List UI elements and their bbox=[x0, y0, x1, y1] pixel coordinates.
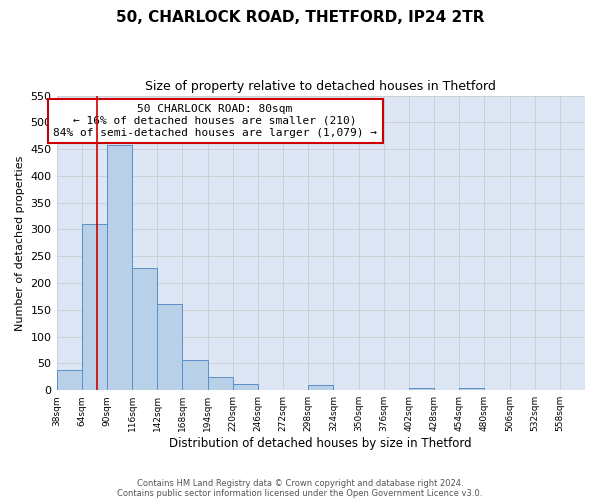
Text: 50, CHARLOCK ROAD, THETFORD, IP24 2TR: 50, CHARLOCK ROAD, THETFORD, IP24 2TR bbox=[116, 10, 484, 25]
Bar bbox=[157, 304, 182, 390]
Bar bbox=[208, 377, 233, 390]
Bar bbox=[56, 370, 82, 390]
Text: Contains HM Land Registry data © Crown copyright and database right 2024.: Contains HM Land Registry data © Crown c… bbox=[137, 478, 463, 488]
Bar bbox=[308, 386, 334, 390]
Bar bbox=[233, 384, 258, 390]
Bar bbox=[107, 146, 132, 390]
X-axis label: Distribution of detached houses by size in Thetford: Distribution of detached houses by size … bbox=[169, 437, 472, 450]
Title: Size of property relative to detached houses in Thetford: Size of property relative to detached ho… bbox=[145, 80, 496, 93]
Bar bbox=[459, 388, 484, 390]
Text: Contains public sector information licensed under the Open Government Licence v3: Contains public sector information licen… bbox=[118, 488, 482, 498]
Bar bbox=[82, 224, 107, 390]
Bar bbox=[409, 388, 434, 390]
Bar bbox=[182, 360, 208, 390]
Y-axis label: Number of detached properties: Number of detached properties bbox=[15, 155, 25, 330]
Text: 50 CHARLOCK ROAD: 80sqm
← 16% of detached houses are smaller (210)
84% of semi-d: 50 CHARLOCK ROAD: 80sqm ← 16% of detache… bbox=[53, 104, 377, 138]
Bar bbox=[132, 268, 157, 390]
